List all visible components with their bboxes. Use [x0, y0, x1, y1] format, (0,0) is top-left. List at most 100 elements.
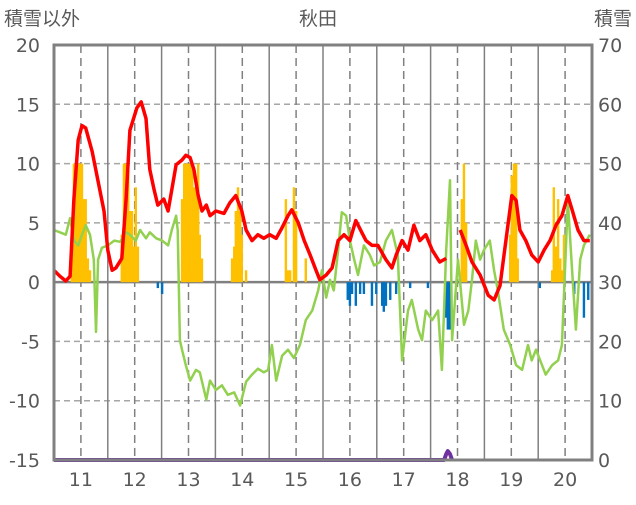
x-tick-label: 19	[499, 469, 523, 491]
x-tick-label: 18	[445, 469, 469, 491]
y-left-tick-label: 15	[16, 94, 40, 116]
x-tick-label: 13	[176, 469, 200, 491]
y-left-tick-label: 10	[16, 154, 40, 176]
blue-bar	[384, 282, 388, 306]
orange-bar	[186, 163, 190, 283]
orange-bar	[286, 270, 290, 283]
green-line	[53, 178, 591, 407]
red-line	[52, 100, 590, 302]
blue-bar	[408, 282, 412, 289]
orange-bar	[294, 211, 298, 283]
orange-bar	[88, 270, 92, 283]
orange-bar	[516, 258, 519, 283]
y-right-tick-label: 60	[598, 94, 622, 116]
orange-bar	[78, 163, 82, 283]
orange-bar	[562, 234, 566, 283]
orange-bar	[244, 270, 248, 283]
blue-bar	[446, 282, 450, 330]
chart-title: 秋田	[299, 8, 337, 30]
blue-bar	[370, 282, 374, 306]
blue-bar	[426, 282, 430, 289]
x-tick-label: 15	[284, 469, 308, 491]
blue-bar	[350, 282, 354, 294]
x-tick-label: 11	[69, 469, 93, 491]
orange-bar	[180, 199, 184, 283]
orange-bar	[192, 187, 196, 283]
orange-bar	[234, 211, 238, 283]
orange-bar	[460, 199, 464, 283]
orange-bar	[198, 234, 201, 283]
y-right-tick-label: 40	[598, 213, 622, 235]
orange-bar	[464, 222, 468, 283]
x-tick-label: 17	[392, 469, 416, 491]
y-right-tick-label: 70	[598, 35, 622, 57]
y-right-tick-label: 10	[598, 391, 622, 413]
orange-bar	[240, 234, 243, 283]
orange-bar	[194, 187, 198, 283]
y-left-tick-label: -15	[9, 450, 40, 472]
blue-bar	[348, 282, 352, 306]
orange-bar	[238, 211, 242, 283]
orange-bar	[182, 163, 186, 283]
right-axis-title: 積雪	[594, 8, 632, 30]
blue-bar	[362, 282, 366, 294]
blue-bar	[389, 282, 392, 300]
orange-bar	[130, 211, 134, 283]
y-right-tick-label: 20	[598, 331, 622, 353]
y-left-tick-label: -10	[9, 391, 40, 413]
orange-bar	[74, 163, 78, 283]
orange-bar	[136, 246, 140, 283]
orange-bar	[512, 163, 516, 283]
orange-bar	[510, 175, 514, 283]
orange-bar	[188, 163, 192, 283]
orange-bar	[514, 163, 518, 283]
orange-bar	[233, 246, 236, 283]
orange-bar	[509, 234, 512, 283]
orange-bar	[132, 246, 136, 283]
orange-bar	[128, 211, 132, 283]
x-tick-label: 14	[230, 469, 254, 491]
blue-bar	[375, 282, 378, 294]
y-right-tick-label: 0	[598, 450, 610, 472]
orange-bar	[554, 246, 558, 283]
blue-bar	[380, 282, 384, 306]
blue-bar	[156, 282, 160, 289]
orange-bar	[196, 163, 200, 283]
orange-bar	[86, 258, 90, 283]
blue-bar	[582, 282, 586, 318]
lines	[52, 100, 592, 460]
x-tick-label: 20	[553, 469, 577, 491]
y-left-tick-label: 0	[28, 272, 40, 294]
orange-bar	[236, 187, 240, 283]
orange-bar	[82, 199, 86, 283]
orange-bar	[560, 270, 564, 283]
orange-bar	[288, 270, 292, 283]
blue-bar	[448, 282, 452, 330]
bars	[70, 163, 590, 330]
blue-bar	[160, 282, 164, 294]
orange-bar	[80, 163, 84, 283]
blue-bar	[354, 282, 358, 306]
orange-bar	[230, 258, 234, 283]
orange-bar	[559, 258, 562, 283]
orange-bar	[84, 199, 87, 283]
orange-bar	[184, 163, 188, 283]
y-right-tick-label: 30	[598, 272, 622, 294]
gridlines	[54, 45, 592, 460]
blue-bar	[587, 282, 590, 300]
y-right-tick-label: 50	[598, 154, 622, 176]
y-left-tick-label: 20	[16, 35, 40, 57]
x-tick-label: 16	[338, 469, 362, 491]
orange-bar	[284, 199, 288, 283]
blue-bar	[445, 282, 448, 318]
y-left-tick-label: -5	[21, 331, 40, 353]
orange-bar	[127, 163, 130, 283]
blue-bar	[382, 282, 385, 312]
orange-bar	[292, 187, 296, 283]
x-tick-label: 12	[123, 469, 147, 491]
orange-bar	[550, 270, 554, 283]
orange-bar	[134, 187, 137, 283]
orange-bar	[77, 163, 80, 283]
